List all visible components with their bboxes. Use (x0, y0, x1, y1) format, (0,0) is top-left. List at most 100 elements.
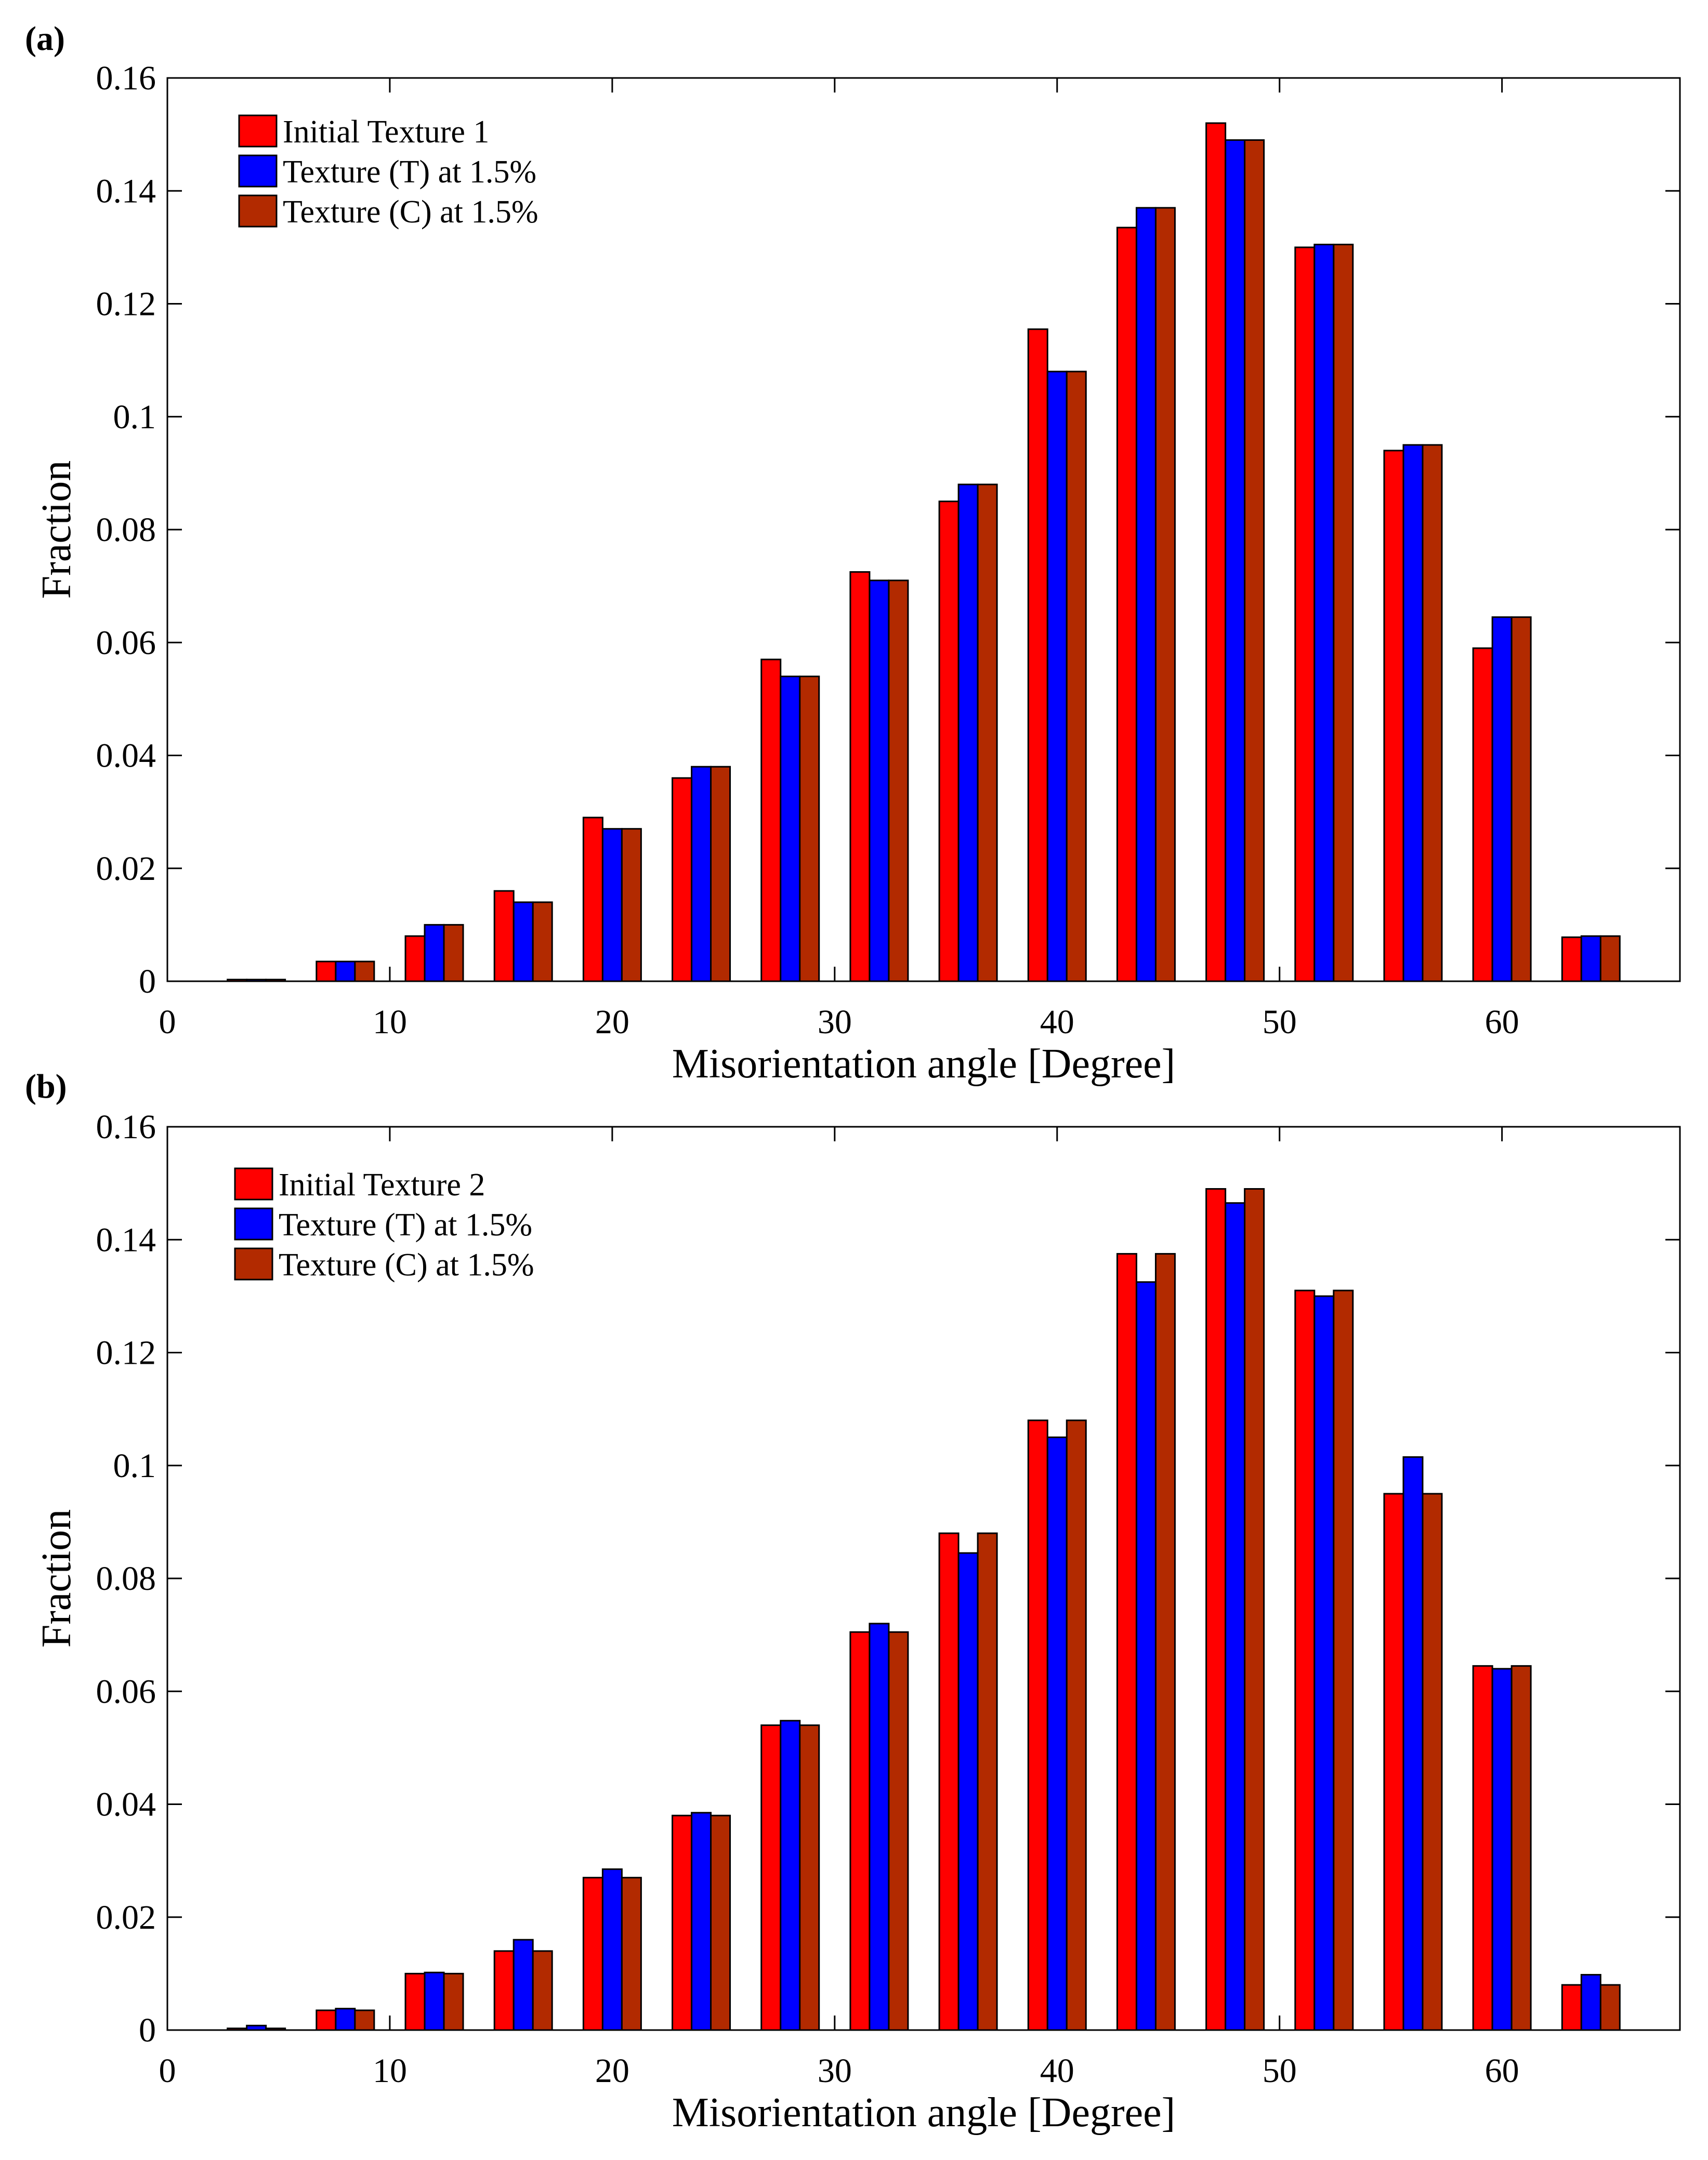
bar (1154, 207, 1176, 982)
bar (691, 1812, 712, 2031)
bar (849, 571, 871, 982)
legend-label: Texture (T) at 1.5% (279, 1207, 532, 1243)
bar (443, 1972, 464, 2031)
legend-label: Initial Texture 1 (283, 114, 489, 150)
bar (977, 483, 998, 982)
bar (246, 979, 267, 982)
bar (1027, 328, 1048, 982)
legend-swatch (234, 1207, 273, 1241)
bar (691, 766, 712, 982)
bar (1472, 1665, 1493, 2031)
bar (335, 960, 356, 982)
bar (335, 2008, 356, 2031)
bar (443, 924, 464, 982)
bar (1580, 1974, 1601, 2031)
bar (1491, 1668, 1513, 2031)
bar (1383, 450, 1404, 982)
legend-swatch (238, 154, 278, 188)
panel-label: (a) (25, 20, 65, 58)
bar (938, 1532, 960, 2031)
bar (1510, 616, 1532, 982)
x-tick-label: 30 (818, 2052, 852, 2090)
y-tick-label: 0.04 (96, 737, 156, 775)
y-tick-label: 0 (139, 2011, 156, 2049)
bar (869, 1623, 890, 2031)
bar (404, 935, 426, 982)
bar (1135, 207, 1157, 982)
y-tick-label: 0.06 (96, 624, 156, 662)
bar (1383, 1493, 1404, 2031)
bar (1244, 1188, 1265, 2031)
bar (316, 960, 337, 982)
bar (672, 1814, 693, 2031)
bar (1599, 935, 1621, 982)
bar (1333, 243, 1354, 982)
bar (246, 2024, 267, 2031)
bar (493, 1950, 515, 2031)
bar (1066, 371, 1087, 982)
x-tick-label: 0 (159, 1003, 176, 1041)
bar (1135, 1281, 1157, 2031)
bar (354, 2009, 375, 2031)
bar (227, 2027, 248, 2031)
bar (1472, 647, 1493, 982)
y-tick-label: 0.06 (96, 1672, 156, 1710)
bar (977, 1532, 998, 2031)
y-tick-label: 0.16 (96, 1108, 156, 1146)
y-tick-label: 0.14 (96, 1221, 156, 1259)
bar (1422, 1493, 1443, 2031)
bar (957, 1552, 979, 2031)
bar (1333, 1289, 1354, 2031)
bar (316, 2009, 337, 2031)
bar (601, 828, 623, 982)
y-tick-label: 0.02 (96, 1899, 156, 1937)
bar (1402, 444, 1424, 982)
bar (424, 924, 445, 982)
bar (1154, 1253, 1176, 2031)
x-tick-label: 50 (1263, 1003, 1297, 1041)
y-tick-label: 0 (139, 963, 156, 1000)
series-1 (246, 1202, 1601, 2031)
bar (601, 1868, 623, 2031)
legend-swatch (234, 1167, 273, 1201)
bar (1294, 246, 1316, 982)
legend-label: Texture (C) at 1.5% (283, 194, 538, 230)
bar (1491, 616, 1513, 982)
x-tick-label: 10 (373, 1003, 407, 1041)
bar (799, 675, 820, 982)
bar (780, 1720, 801, 2031)
y-tick-label: 0.04 (96, 1786, 156, 1824)
x-axis-label: Misorientation angle [Degree] (672, 2090, 1176, 2136)
x-tick-label: 60 (1485, 1003, 1519, 1041)
bar (1225, 1202, 1246, 2031)
bar (888, 579, 909, 982)
bar (1205, 1188, 1227, 2031)
bar (493, 890, 515, 982)
bar (710, 1814, 731, 2031)
series-0 (227, 1188, 1582, 2031)
bar (424, 1971, 445, 2031)
legend-swatch (238, 114, 278, 148)
bar (1402, 1456, 1424, 2031)
y-tick-label: 0.08 (96, 511, 156, 549)
bar (869, 579, 890, 982)
bar (532, 1950, 553, 2031)
x-axis-label: Misorientation angle [Degree] (672, 1041, 1176, 1087)
x-tick-label: 40 (1040, 1003, 1074, 1041)
x-tick-label: 0 (159, 2052, 176, 2090)
x-tick-label: 50 (1263, 2052, 1297, 2090)
y-tick-label: 0.08 (96, 1560, 156, 1598)
bar (1027, 1419, 1048, 2031)
series-0 (227, 122, 1582, 982)
bar (1561, 1984, 1582, 2031)
bar (799, 1724, 820, 2031)
bar (849, 1631, 871, 2031)
bar (1046, 371, 1068, 982)
bar (1313, 243, 1335, 982)
legend: Initial Texture 2 Texture (T) at 1.5% Text… (234, 1167, 534, 1283)
bar (582, 1877, 603, 2031)
y-axis-label: Fraction (34, 460, 80, 599)
bar (1205, 122, 1227, 982)
bar (265, 2027, 286, 2031)
bar (621, 828, 642, 982)
